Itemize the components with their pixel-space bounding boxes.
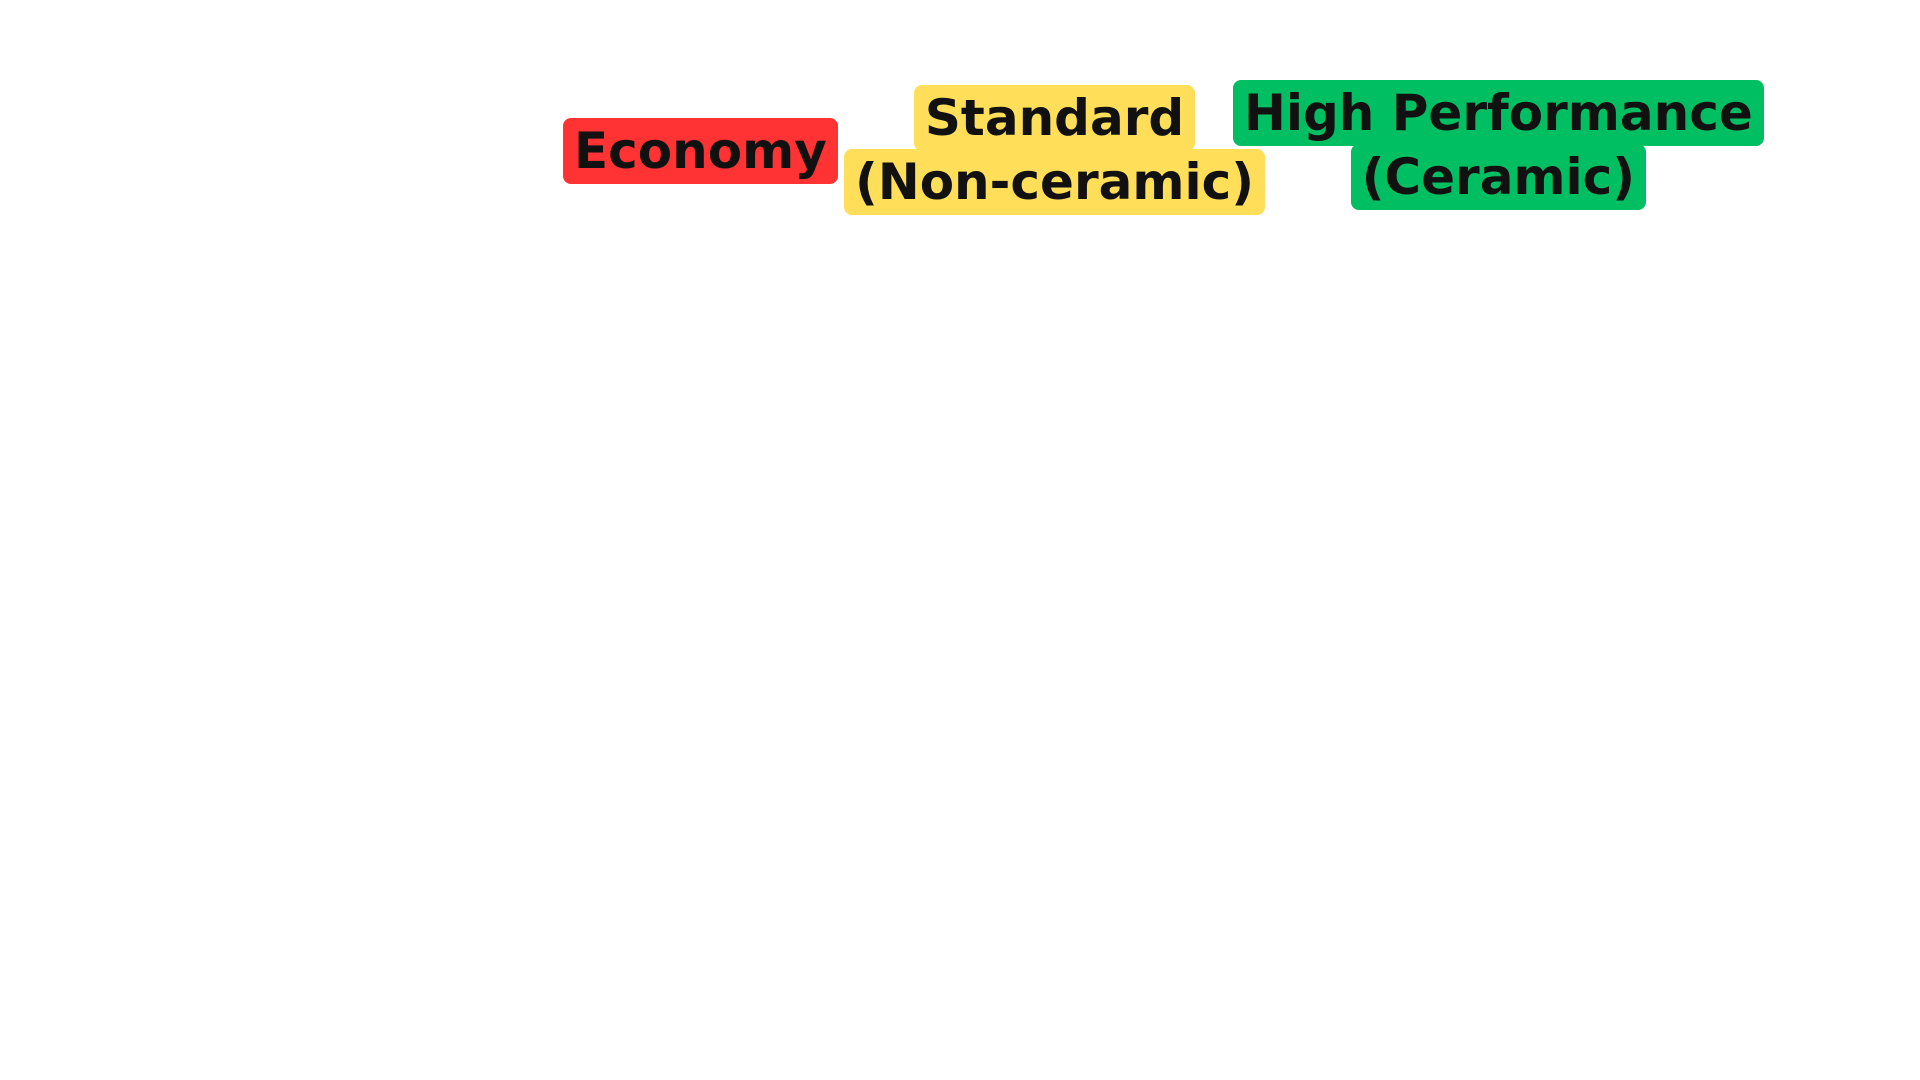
economy-label-line: Economy [563,118,838,184]
economy-tier-label: Economy [563,118,838,184]
high-performance-label-line-1: High Performance [1233,80,1764,146]
standard-tier-label: Standard (Non-ceramic) [844,85,1266,215]
standard-label-line-2: (Non-ceramic) [844,149,1266,215]
high-performance-tier-label: High Performance (Ceramic) [1233,80,1764,210]
standard-label-line-1: Standard [913,85,1196,151]
high-performance-label-line-2: (Ceramic) [1350,144,1647,210]
